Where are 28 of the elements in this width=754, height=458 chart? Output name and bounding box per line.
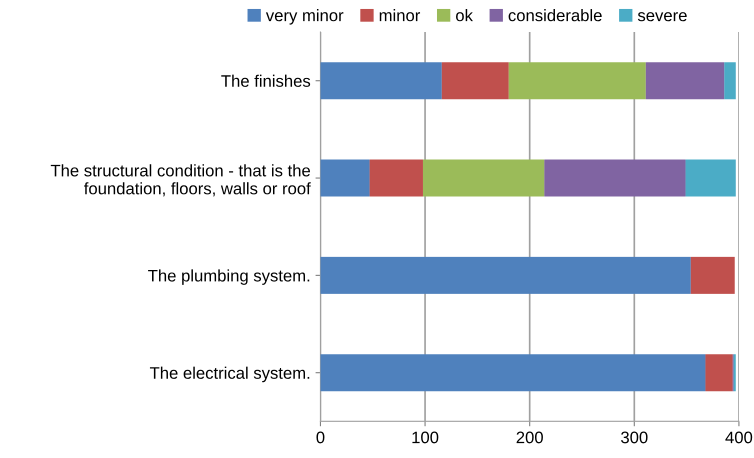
legend-label: considerable [508, 9, 602, 22]
x-tick-label: 200 [516, 432, 543, 444]
bar [370, 160, 423, 197]
bar [646, 62, 724, 100]
bar [422, 160, 544, 197]
bar [508, 62, 646, 100]
y-tick-label: The electrical system. [150, 366, 310, 382]
x-tick-label: 300 [621, 432, 648, 444]
x-tick-label: 100 [412, 432, 438, 444]
x-tick-label: 0 [316, 432, 324, 444]
bar [544, 160, 686, 197]
legend-label: minor [380, 9, 420, 22]
legend-label: very minor [266, 9, 344, 25]
y-tick-label: The finishes [221, 74, 310, 87]
bar [320, 256, 691, 294]
bar [320, 62, 442, 100]
legend-label: severe [638, 12, 687, 22]
x-tick-label: 400 [725, 432, 752, 444]
y-tick-label: The plumbing system. [148, 269, 310, 285]
legend-label: ok [456, 9, 473, 22]
bar [320, 160, 370, 197]
bar [690, 256, 735, 294]
bar [724, 62, 736, 100]
bar [686, 160, 736, 197]
y-tick-label: The structural condition - that is the foundation, floors, walls or roof [50, 164, 311, 196]
bar [442, 62, 509, 100]
bar [705, 354, 733, 392]
bar [320, 354, 706, 392]
